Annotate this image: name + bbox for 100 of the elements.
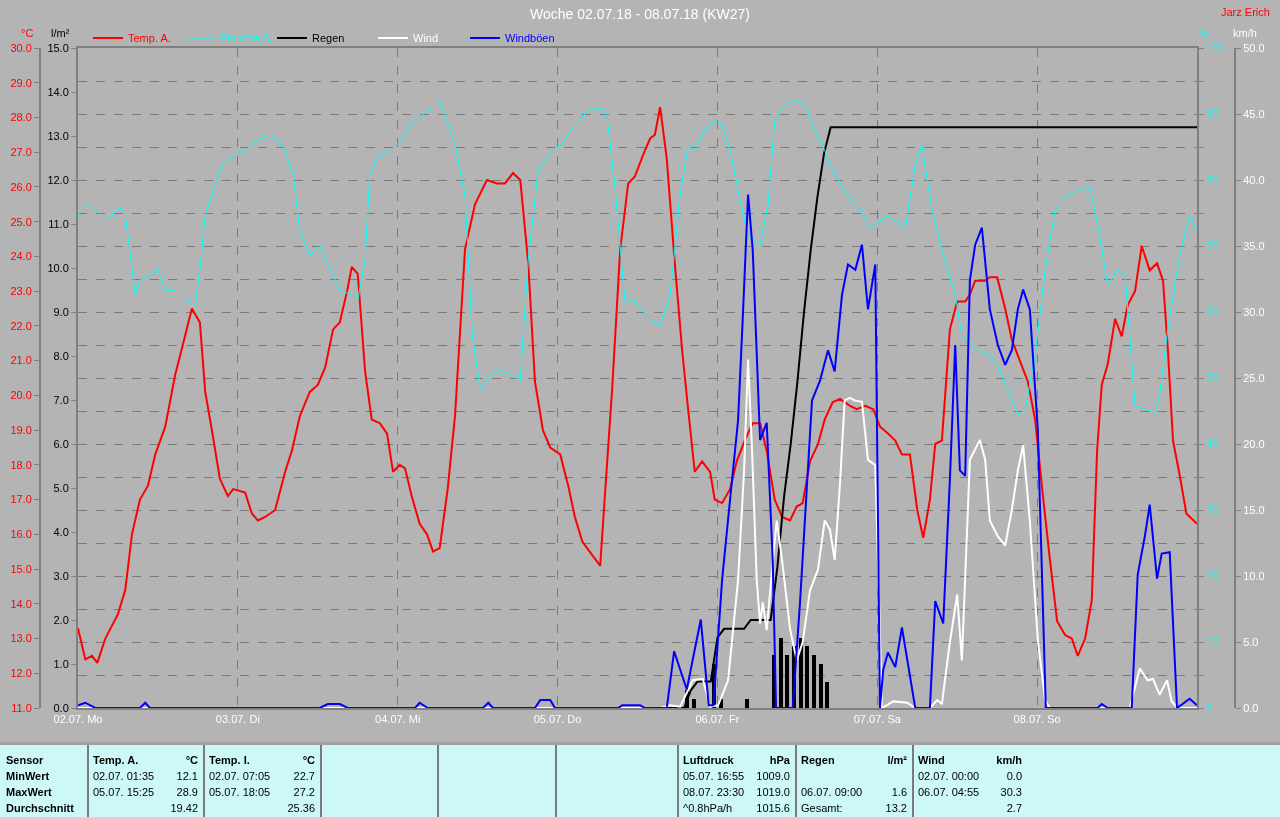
- y-tick-label: 40.0: [1243, 173, 1265, 186]
- y-tick-label: 22.0: [10, 319, 32, 332]
- text: 02.07. 00:00: [918, 769, 980, 783]
- y-tick-label: 20.0: [1243, 437, 1265, 450]
- y3-tick-label: 60: [1206, 305, 1219, 318]
- y2-tick-label: 12.0: [47, 173, 69, 186]
- y3-tick-label: 90: [1206, 107, 1219, 120]
- text: 06.07. 09:00: [801, 785, 863, 799]
- text: 06.07. 04:55: [918, 785, 980, 799]
- y3-axis-title: %: [1199, 27, 1209, 39]
- text: 05.07. 16:55: [683, 769, 745, 783]
- text: °C: [302, 753, 315, 767]
- y2-tick-label: 14.0: [47, 85, 69, 98]
- x-tick-label: 03.07. Di: [215, 713, 260, 726]
- y2-tick-label: 8.0: [53, 349, 69, 362]
- text: 30.3: [1000, 785, 1022, 799]
- x-tick-label: 08.07. So: [1013, 713, 1061, 726]
- text: 12.1: [176, 769, 198, 783]
- text: Temp. A.: [93, 753, 139, 767]
- y2-axis-title: l/m²: [51, 27, 70, 39]
- y3-tick-label: 50: [1206, 371, 1219, 384]
- x-tick-label: 07.07. Sa: [853, 713, 902, 726]
- y-tick-label: 30.0: [1243, 305, 1265, 318]
- y-tick-label: 29.0: [10, 76, 32, 89]
- y-tick-label: 15.0: [1243, 503, 1265, 516]
- text: Durchschnitt: [6, 801, 74, 815]
- y2-tick-label: 15.0: [47, 41, 69, 54]
- y-tick-label: 0.0: [1243, 701, 1259, 714]
- y-tick-label: 25.0: [1243, 371, 1265, 384]
- text: 13.2: [885, 801, 907, 815]
- y-tick-label: 18.0: [10, 458, 32, 471]
- text: 2.7: [1006, 801, 1022, 815]
- chart-title: Woche 02.07.18 - 08.07.18 (KW27): [530, 5, 750, 22]
- y-tick-label: 5.0: [1243, 635, 1259, 648]
- text: 1.6: [891, 785, 907, 799]
- y3-tick-label: 100: [1206, 41, 1225, 54]
- y-tick-label: 16.0: [10, 528, 32, 541]
- y-axis-title: °C: [21, 27, 34, 39]
- y-tick-label: 21.0: [10, 354, 32, 367]
- legend-label: Wind: [413, 32, 439, 45]
- x-tick-label: 06.07. Fr: [695, 713, 740, 726]
- y2-tick-label: 0.0: [53, 701, 69, 714]
- y3-tick-label: 80: [1206, 173, 1219, 186]
- y2-tick-label: 13.0: [47, 129, 69, 142]
- y2-tick-label: 5.0: [53, 481, 69, 494]
- y2-tick-label: 2.0: [53, 613, 69, 626]
- y3-tick-label: 40: [1206, 437, 1219, 450]
- text: 02.07. 07:05: [209, 769, 271, 783]
- text: °C: [185, 753, 198, 767]
- y-tick-label: 28.0: [10, 111, 32, 124]
- y3-tick-label: 70: [1206, 239, 1219, 252]
- text: 0.0: [1006, 769, 1022, 783]
- text: 19.42: [170, 801, 198, 815]
- text: 02.07. 01:35: [93, 769, 155, 783]
- y-tick-label: 26.0: [10, 180, 32, 193]
- text: 1009.0: [756, 769, 790, 783]
- y3-tick-label: 0: [1206, 701, 1213, 714]
- y-axis-title: km/h: [1233, 27, 1257, 39]
- y2-tick-label: 4.0: [53, 525, 69, 538]
- text: Wind: [918, 753, 945, 767]
- y-tick-label: 12.0: [10, 667, 32, 680]
- text: l/m²: [887, 753, 907, 767]
- y-tick-label: 45.0: [1243, 107, 1265, 120]
- y2-tick-label: 10.0: [47, 261, 69, 274]
- y-tick-label: 15.0: [10, 562, 32, 575]
- text: 22.7: [293, 769, 315, 783]
- text: 1015.6: [756, 801, 790, 815]
- y-tick-label: 14.0: [10, 597, 32, 610]
- y3-tick-label: 10: [1206, 635, 1219, 648]
- text: Regen: [801, 753, 835, 767]
- legend-label: Temp. A.: [128, 32, 171, 45]
- text: MinWert: [6, 769, 50, 783]
- text: 27.2: [293, 785, 315, 799]
- text: 25.36: [287, 801, 315, 815]
- y2-tick-label: 9.0: [53, 305, 69, 318]
- text: Jarz Erich: [1221, 6, 1270, 18]
- y2-tick-label: 6.0: [53, 437, 69, 450]
- text: hPa: [769, 753, 790, 767]
- legend-label: Windböen: [505, 32, 555, 45]
- text: Gesamt:: [801, 801, 843, 815]
- x-tick-label: 04.07. Mi: [375, 713, 421, 726]
- text: MaxWert: [6, 785, 52, 799]
- y2-tick-label: 3.0: [53, 569, 69, 582]
- y-tick-label: 13.0: [10, 632, 32, 645]
- text: Sensor: [6, 753, 44, 767]
- text: km/h: [996, 753, 1022, 767]
- y-tick-label: 23.0: [10, 285, 32, 298]
- y-tick-label: 17.0: [10, 493, 32, 506]
- y-tick-label: 20.0: [10, 389, 32, 402]
- text: 05.07. 15:25: [93, 785, 155, 799]
- y-tick-label: 35.0: [1243, 239, 1265, 252]
- y-tick-label: 27.0: [10, 146, 32, 159]
- y-tick-label: 25.0: [10, 215, 32, 228]
- x-tick-label: 05.07. Do: [533, 713, 582, 726]
- text: 28.9: [176, 785, 198, 799]
- text: Temp. I.: [209, 753, 250, 767]
- y-tick-label: 19.0: [10, 423, 32, 436]
- y-tick-label: 24.0: [10, 250, 32, 263]
- y3-tick-label: 30: [1206, 503, 1219, 516]
- text: 05.07. 18:05: [209, 785, 271, 799]
